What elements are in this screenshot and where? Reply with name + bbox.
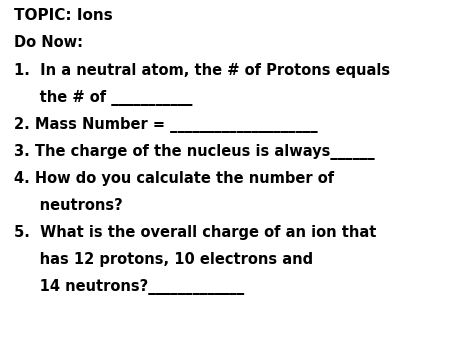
Text: TOPIC: Ions: TOPIC: Ions [14,8,112,23]
Text: 1.  In a neutral atom, the # of Protons equals: 1. In a neutral atom, the # of Protons e… [14,63,390,77]
Text: neutrons?: neutrons? [14,198,122,213]
Text: 2. Mass Number = ____________________: 2. Mass Number = ____________________ [14,117,317,132]
Text: 14 neutrons?_____________: 14 neutrons?_____________ [14,279,243,295]
Text: 3. The charge of the nucleus is always______: 3. The charge of the nucleus is always__… [14,144,374,160]
Text: 4. How do you calculate the number of: 4. How do you calculate the number of [14,171,333,186]
Text: Do Now:: Do Now: [14,35,82,50]
Text: has 12 protons, 10 electrons and: has 12 protons, 10 electrons and [14,252,313,267]
Text: 5.  What is the overall charge of an ion that: 5. What is the overall charge of an ion … [14,225,376,240]
Text: the # of ___________: the # of ___________ [14,90,192,105]
